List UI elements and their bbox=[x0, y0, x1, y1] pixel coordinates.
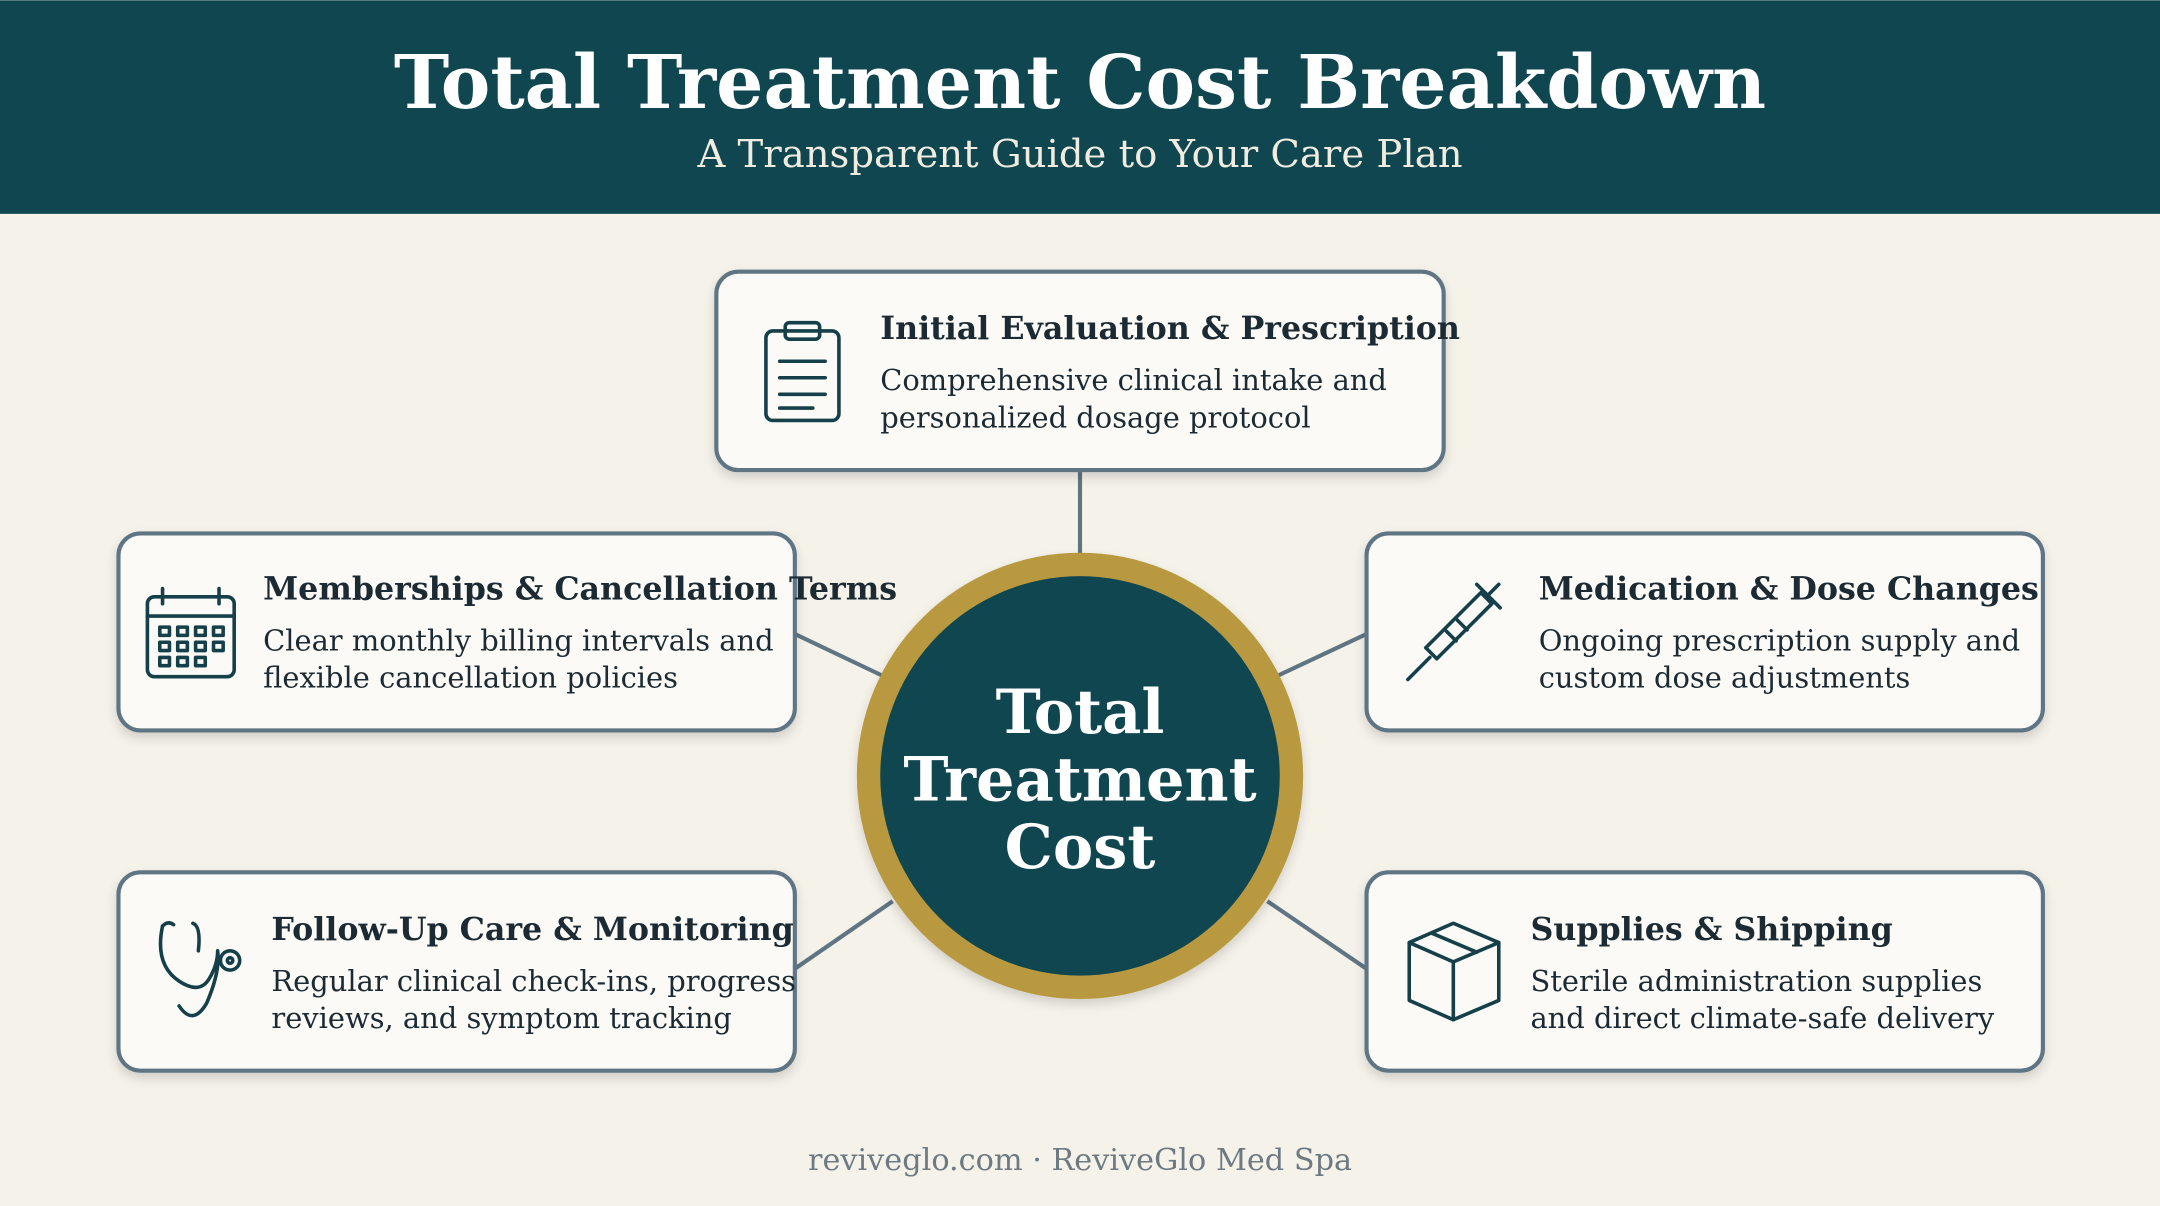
node-description: personalized dosage protocol bbox=[880, 400, 1310, 434]
node-description: Clear monthly billing intervals and bbox=[263, 624, 774, 658]
center-label: Total bbox=[996, 677, 1165, 748]
calendar-icon bbox=[145, 586, 236, 679]
node-description: Ongoing prescription supply and bbox=[1539, 624, 2020, 658]
node-description: Sterile administration supplies bbox=[1530, 964, 1982, 998]
node-description: custom dose adjustments bbox=[1539, 661, 1911, 695]
node-description: Regular clinical check-ins, progress bbox=[271, 964, 796, 998]
node-description: Comprehensive clinical intake and bbox=[880, 363, 1387, 397]
box-icon bbox=[1407, 921, 1501, 1022]
connector bbox=[1266, 899, 1368, 971]
node-box bbox=[1364, 870, 2045, 1073]
subtitle: A Transparent Guide to Your Care Plan bbox=[696, 132, 1462, 177]
syringe-icon bbox=[1406, 582, 1502, 682]
title: Total Treatment Cost Breakdown bbox=[394, 38, 1766, 126]
node-box bbox=[116, 870, 797, 1073]
header-band bbox=[0, 0, 2160, 214]
node-title: Supplies & Shipping bbox=[1530, 911, 1892, 948]
node-title: Initial Evaluation & Prescription bbox=[880, 310, 1460, 347]
footer: reviveglo.com · ReviveGlo Med Spa bbox=[808, 1143, 1352, 1178]
center-label: Treatment bbox=[903, 745, 1256, 816]
node-box bbox=[1364, 531, 2045, 733]
connector bbox=[793, 632, 883, 678]
node-title: Medication & Dose Changes bbox=[1539, 571, 2039, 608]
connectors bbox=[793, 470, 1368, 971]
center-circle bbox=[880, 576, 1280, 976]
node-title: Follow-Up Care & Monitoring bbox=[271, 911, 793, 948]
connector bbox=[793, 899, 894, 971]
node-description: and direct climate-safe delivery bbox=[1530, 1001, 1994, 1035]
node-description: flexible cancellation policies bbox=[263, 661, 678, 695]
clipboard-icon bbox=[764, 320, 841, 423]
node-box bbox=[116, 531, 797, 733]
node-title: Memberships & Cancellation Terms bbox=[263, 571, 897, 608]
connector bbox=[1277, 632, 1368, 678]
center-label: Cost bbox=[1005, 812, 1156, 883]
stethoscope-icon bbox=[158, 921, 242, 1018]
node-description: reviews, and symptom tracking bbox=[271, 1001, 732, 1035]
node-box bbox=[714, 269, 1446, 473]
